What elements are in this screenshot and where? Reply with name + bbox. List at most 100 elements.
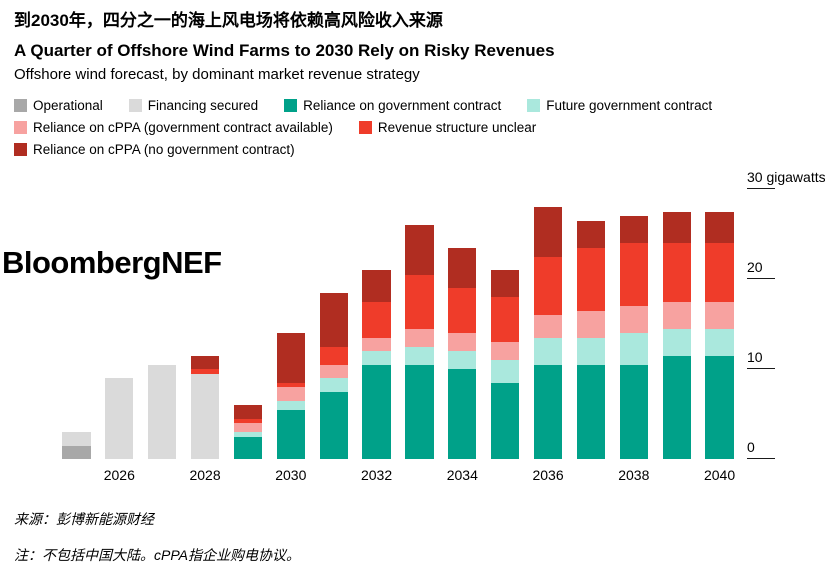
stacked-bar [662, 211, 691, 460]
bar-segment [276, 400, 305, 410]
bar-segment [362, 351, 391, 365]
y-tick-0: 0 [747, 439, 775, 460]
page-title-chinese: 到2030年，四分之一的海上风电场将依赖高风险收入来源 [14, 11, 443, 30]
x-tick-label [227, 467, 270, 483]
bar-2025 [55, 189, 98, 460]
bar-segment [619, 364, 648, 460]
stacked-bar [533, 207, 563, 460]
bar-2032 [355, 189, 398, 460]
y-tick-mark [747, 368, 775, 370]
y-tick-label: 30 gigawatts [747, 169, 825, 186]
stacked-bar [705, 211, 734, 460]
plot-area [55, 189, 741, 460]
bar-segment [619, 306, 648, 334]
bar-segment [233, 405, 263, 419]
x-tick-label [570, 467, 613, 483]
bar-segment [233, 436, 263, 460]
legend-swatch-icon [358, 121, 372, 135]
bar-segment [105, 378, 134, 460]
legend-swatch-icon [14, 121, 27, 135]
y-tick-10: 10 [747, 349, 775, 370]
bar-2038 [612, 189, 655, 460]
bar-segment [362, 270, 391, 302]
source-text: 来源：彭博新能源财经 [14, 511, 154, 528]
legend-label: Operational [33, 98, 103, 114]
bar-2030 [269, 189, 312, 460]
x-tick-label: 2038 [618, 467, 650, 484]
bar-2040 [698, 189, 741, 460]
bar-segment [533, 364, 563, 460]
bar-2031 [312, 189, 355, 460]
legend-item: Financing secured [128, 98, 259, 114]
x-tick-label: 2030 [275, 467, 307, 484]
bar-segment [662, 355, 691, 460]
bar-segment [319, 346, 348, 365]
x-tick-label [484, 467, 527, 483]
bar-segment [662, 301, 691, 329]
bar-segment [362, 337, 391, 352]
y-tick-mark [747, 458, 775, 460]
x-tick-label [398, 467, 441, 483]
legend-swatch-icon [284, 99, 298, 113]
x-tick-label: 2040 [703, 467, 736, 484]
bar-segment [319, 378, 348, 392]
x-tick-label [312, 467, 355, 483]
bar-2033 [398, 189, 441, 460]
legend-row: Operational Financing secured Reliance on … [14, 98, 811, 113]
y-tick-20: 20 [747, 259, 775, 280]
bar-segment [576, 247, 606, 311]
bar-segment [448, 288, 477, 334]
stacked-bar [576, 220, 606, 460]
page-title-english: A Quarter of Offshore Wind Farms to 2030… [14, 41, 555, 61]
bar-segment [491, 297, 520, 343]
bar-segment [705, 243, 734, 302]
x-tick-label [55, 467, 98, 483]
bar-segment [448, 351, 477, 370]
bar-segment [362, 364, 391, 460]
bar-segment [319, 364, 348, 379]
bar-segment [533, 315, 563, 338]
bar-2028 [184, 189, 227, 460]
bar-segment [62, 432, 91, 446]
bar-segment [276, 387, 305, 401]
bar-segment [576, 220, 606, 248]
bar-segment [576, 364, 606, 460]
bar-2037 [570, 189, 613, 460]
legend-label: Revenue structure unclear [377, 120, 537, 136]
legend-label: Financing secured [147, 98, 259, 114]
bar-2027 [141, 189, 184, 460]
stacked-bar [448, 247, 477, 460]
bar-segment [233, 418, 263, 424]
legend-label: Reliance on cPPA (government contract av… [33, 120, 333, 136]
bar-segment [148, 364, 177, 460]
x-tick-label: 2034 [446, 467, 478, 484]
bar-segment [491, 360, 520, 383]
legend-swatch-icon [128, 99, 142, 113]
bar-segment [619, 243, 648, 307]
legend-label: Reliance on cPPA (no government contract… [33, 142, 295, 158]
stacked-bar [319, 292, 348, 460]
x-tick-label: 2036 [532, 467, 564, 484]
bar-segment [190, 369, 220, 374]
bar-segment [576, 310, 606, 338]
stacked-bar [190, 355, 220, 460]
bar-segment [233, 423, 263, 433]
x-tick-label: 2028 [189, 467, 221, 484]
legend-label: Reliance on government contract [303, 98, 502, 114]
legend-item: Reliance on cPPA (government contract av… [14, 120, 333, 135]
y-tick-mark [747, 188, 775, 190]
note-text: 注：不包括中国大陆。cPPA指企业购电协议。 [14, 547, 300, 564]
stacked-bar [276, 333, 305, 460]
y-tick-label: 10 [747, 349, 763, 366]
bar-segment [705, 211, 734, 244]
bar-segment [491, 382, 520, 460]
bar-segment [233, 432, 263, 437]
stacked-bar [491, 270, 520, 460]
x-axis-labels: 2026 2028 2030 2032 2034 2036 2038 2040 [55, 467, 741, 483]
x-tick-label [141, 467, 184, 483]
stacked-bar [362, 270, 391, 460]
bar-segment [62, 445, 91, 460]
bar-segment [662, 328, 691, 356]
y-tick-label: 20 [747, 259, 763, 276]
x-tick-label: 2032 [360, 467, 393, 484]
